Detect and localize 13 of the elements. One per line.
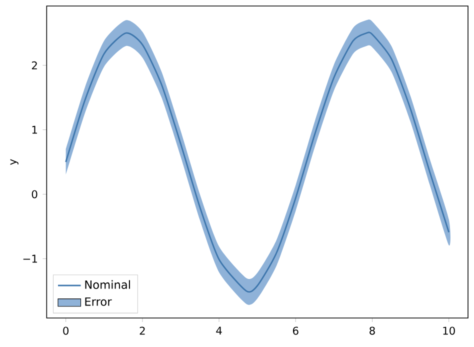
y-tick-label: 1 bbox=[32, 126, 37, 134]
y-tick-label: 2 bbox=[32, 61, 37, 70]
legend-label: Nominal bbox=[85, 280, 130, 289]
x-tick-label: 6 bbox=[293, 326, 298, 335]
x-tick-label: 0 bbox=[63, 326, 69, 335]
y-tick-label: −1 bbox=[23, 254, 37, 263]
y-tick-label: 0 bbox=[32, 190, 38, 198]
x-tick-label: 2 bbox=[140, 326, 145, 335]
legend-label: Error bbox=[85, 297, 112, 306]
y-axis-title: y bbox=[10, 159, 18, 165]
x-tick-label: 8 bbox=[370, 326, 375, 335]
x-tick-label: 4 bbox=[216, 326, 222, 334]
x-tick-label: 10 bbox=[443, 326, 455, 335]
